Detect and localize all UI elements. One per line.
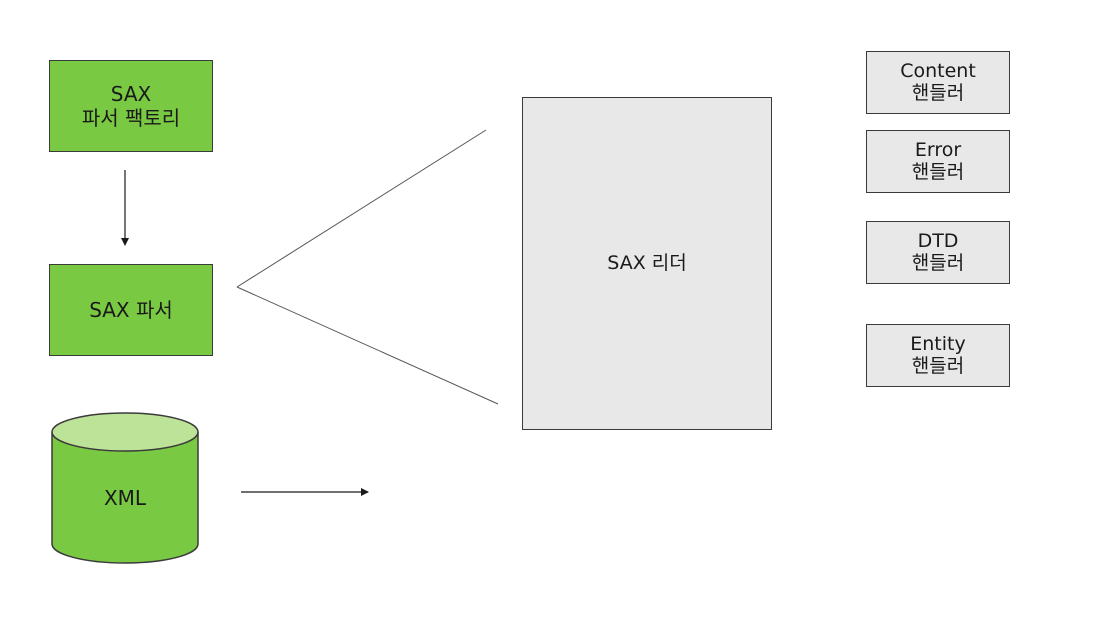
content-handler-box: Content 핸들러 bbox=[866, 51, 1010, 114]
entity-handler-line2: 핸들러 bbox=[911, 354, 965, 377]
dtd-handler-line1: DTD bbox=[917, 229, 959, 252]
content-handler-line2: 핸들러 bbox=[911, 81, 965, 104]
xml-cylinder bbox=[51, 412, 199, 564]
sax-parser-box: SAX 파서 bbox=[49, 264, 213, 356]
factory-line2: 파서 팩토리 bbox=[81, 106, 181, 130]
error-handler-line2: 핸들러 bbox=[911, 160, 965, 183]
dtd-handler-box: DTD 핸들러 bbox=[866, 221, 1010, 284]
dtd-handler-line2: 핸들러 bbox=[911, 251, 965, 274]
xml-label: XML bbox=[103, 486, 147, 510]
sax-parser-factory-box: SAX 파서 팩토리 bbox=[49, 60, 213, 152]
callout-line-bottom bbox=[236, 286, 499, 405]
entity-handler-line1: Entity bbox=[910, 332, 966, 355]
factory-line1: SAX bbox=[110, 82, 152, 106]
entity-handler-box: Entity 핸들러 bbox=[866, 324, 1010, 387]
callout-line-top bbox=[236, 129, 487, 288]
parser-label: SAX 파서 bbox=[89, 298, 173, 322]
error-handler-line1: Error bbox=[914, 138, 962, 161]
error-handler-box: Error 핸들러 bbox=[866, 130, 1010, 193]
content-handler-line1: Content bbox=[900, 59, 976, 82]
reader-label: SAX 리더 bbox=[607, 252, 687, 275]
sax-reader-box: SAX 리더 bbox=[522, 97, 772, 430]
